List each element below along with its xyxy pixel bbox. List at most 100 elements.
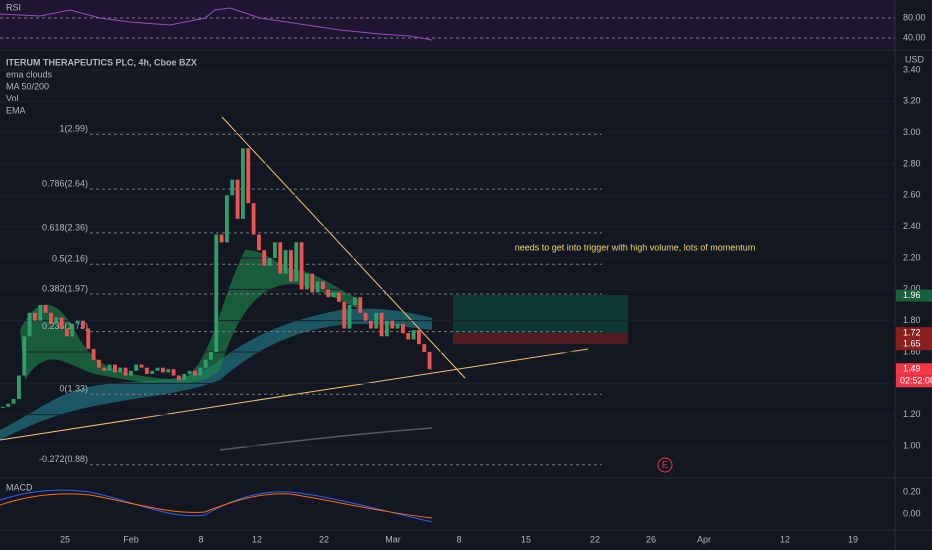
candle [187,370,192,374]
price-badge-label: 1.96 [903,290,921,300]
candle [6,403,11,407]
candle [385,320,389,337]
fib-label: 0(1.33) [59,384,88,394]
price-tick-label: 2.20 [903,252,921,262]
candle [97,359,101,368]
candle [305,273,309,290]
rsi-tick-label: 40.00 [903,32,926,42]
candle [230,179,235,196]
target-zone [453,295,628,333]
candle [27,312,32,337]
candle [113,364,117,373]
symbol-legend: ITERUM THERAPEUTICS PLC, 4h, Cboe BZX [6,57,197,67]
time-tick-label: 22 [590,534,600,544]
countdown-badge [896,375,932,388]
time-tick-label: 22 [319,534,329,544]
candle [283,250,288,274]
candle [358,297,363,313]
candle [75,320,80,324]
rsi-tick-label: 80.00 [903,12,926,22]
candle [134,364,139,371]
time-tick-label: 8 [456,534,461,544]
time-tick-label: 19 [848,534,858,544]
price-tick-label: 3.40 [903,64,921,74]
price-badge [896,327,932,340]
macd-line [0,489,433,523]
candle [193,370,197,376]
candle [251,203,256,235]
candle [219,234,224,243]
candle [262,250,267,266]
candle [337,292,341,302]
currency-label: USD [905,54,925,64]
price-tick-label: 1.60 [903,346,921,356]
earnings-label: E [662,459,668,469]
fib-label: 0.382(1.97) [42,283,88,293]
time-tick-label: Apr [697,534,711,544]
candle [38,305,43,321]
earnings-marker [657,457,673,473]
trend-line [221,116,466,379]
price-tick-label: 2.40 [903,221,921,231]
candle [257,234,261,251]
candle [363,312,368,321]
candle [417,330,421,345]
macd-tick-label: 0.00 [903,508,921,518]
candle [326,289,331,298]
fib-label: 0.236(1.73) [42,321,88,331]
candle [369,320,373,329]
candle [395,323,400,329]
candle [294,242,299,282]
candle [310,273,315,293]
candle [203,359,208,368]
time-tick-label: 25 [60,534,70,544]
candle [267,258,272,266]
candle [81,320,85,329]
candle [166,369,171,373]
ema-cloud [0,308,432,440]
candle [118,367,123,373]
rsi-line [0,7,433,41]
candle [43,305,48,313]
candle [91,348,96,360]
candle [1,406,5,408]
candle [182,373,187,381]
price-badge [896,363,932,376]
candle [177,375,181,381]
countdown: 02:52:08 [900,376,932,386]
candle [390,320,395,329]
rsi-title: RSI [6,2,21,12]
candle [278,242,283,274]
candle [22,336,27,376]
price-tick-label: 1.20 [903,409,921,419]
candle [214,234,219,352]
time-tick-label: 8 [198,534,203,544]
candle [171,369,176,376]
candle [65,328,69,337]
price-tick-label: 1.00 [903,440,921,450]
candle [54,317,59,324]
price-tick-label: 2.60 [903,190,921,200]
indicator-legend: EMA [6,105,26,115]
indicator-legend: MA 50/200 [6,81,49,91]
time-tick-label: 12 [780,534,790,544]
indicator-legend: Vol [6,93,19,103]
price-badge-label: 1.72 [903,328,921,338]
candle [129,370,133,376]
candle [401,323,405,334]
price-badge-label: 1.65 [903,339,921,349]
candle [11,399,16,404]
time-tick-label: 15 [521,534,531,544]
price-tick-label: 3.00 [903,127,921,137]
fib-label: 0.5(2.16) [52,254,88,264]
candle [161,367,165,373]
candle [246,148,251,204]
candle [342,301,347,329]
candle [422,344,427,352]
candle [235,179,240,219]
candle [107,364,112,371]
candle [379,312,384,337]
price-tick-label: 1.80 [903,315,921,325]
